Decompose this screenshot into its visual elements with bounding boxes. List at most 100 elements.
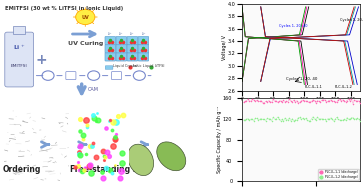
Text: Li$^+$: Li$^+$ — [118, 47, 124, 55]
Text: Free-standing film: Free-standing film — [70, 165, 149, 174]
Point — [313, 101, 319, 104]
Point — [286, 98, 292, 101]
Point — [304, 100, 310, 103]
Point — [341, 99, 347, 102]
FancyBboxPatch shape — [116, 36, 127, 45]
Point — [349, 116, 355, 119]
Point — [272, 117, 277, 120]
Point — [244, 118, 249, 121]
Point — [261, 101, 267, 104]
Point — [314, 99, 320, 102]
Point — [264, 117, 270, 120]
FancyBboxPatch shape — [105, 66, 113, 69]
Point — [294, 99, 300, 102]
Point — [331, 100, 337, 103]
Point — [327, 99, 332, 102]
Point — [267, 117, 273, 120]
Point — [317, 100, 323, 103]
Point — [248, 100, 254, 103]
Text: Li$^+$: Li$^+$ — [13, 43, 25, 52]
Point — [350, 102, 356, 105]
FancyBboxPatch shape — [138, 36, 149, 45]
Point — [306, 119, 312, 122]
Point — [270, 116, 276, 119]
Point — [357, 119, 363, 122]
Point — [253, 116, 258, 119]
Text: Cycles 1, 20, 40: Cycles 1, 20, 40 — [285, 77, 317, 81]
FancyBboxPatch shape — [105, 53, 115, 61]
Point — [256, 100, 261, 103]
Point — [288, 99, 294, 102]
Point — [242, 118, 248, 121]
Point — [291, 98, 297, 101]
Point — [325, 117, 331, 120]
Point — [340, 119, 345, 122]
Text: Li$^+$: Li$^+$ — [141, 39, 146, 47]
Point — [309, 100, 314, 103]
Point — [266, 117, 272, 120]
Point — [273, 99, 279, 102]
Point — [257, 100, 263, 103]
Point — [316, 117, 322, 120]
Point — [288, 119, 294, 122]
Point — [335, 118, 341, 121]
Point — [266, 99, 272, 102]
Legend: PLC-IL-1-1 (discharge), PLC-IL-1-2 (discharge): PLC-IL-1-1 (discharge), PLC-IL-1-2 (disc… — [318, 170, 359, 180]
Point — [267, 100, 273, 103]
Point — [253, 100, 258, 103]
Point — [310, 98, 316, 101]
Point — [312, 99, 317, 102]
Point — [284, 100, 289, 103]
Point — [343, 100, 348, 103]
Text: Ionic Liquid: Ionic Liquid — [133, 64, 154, 68]
Text: Li$^+$: Li$^+$ — [130, 31, 135, 39]
Text: +: + — [35, 53, 47, 67]
Point — [334, 116, 340, 119]
Point — [258, 117, 264, 120]
Point — [329, 100, 335, 103]
Point — [276, 100, 282, 103]
Point — [350, 116, 356, 119]
Point — [355, 100, 360, 103]
Point — [278, 99, 284, 102]
Point — [297, 116, 302, 119]
Point — [291, 120, 297, 123]
FancyBboxPatch shape — [116, 45, 127, 53]
Point — [344, 99, 350, 102]
Point — [338, 119, 344, 122]
FancyBboxPatch shape — [5, 32, 33, 87]
Point — [353, 99, 359, 102]
Point — [300, 99, 306, 102]
Point — [297, 101, 302, 104]
Y-axis label: Voltage/ V: Voltage/ V — [222, 35, 227, 60]
Point — [322, 118, 328, 121]
Point — [306, 101, 312, 104]
Point — [263, 100, 269, 103]
Point — [325, 100, 331, 103]
Point — [320, 98, 326, 101]
Point — [285, 100, 291, 103]
Point — [346, 118, 352, 121]
Point — [294, 119, 300, 122]
Point — [328, 98, 334, 101]
Point — [275, 115, 281, 119]
Point — [347, 99, 353, 102]
Point — [303, 117, 309, 120]
FancyBboxPatch shape — [105, 45, 115, 53]
Point — [300, 117, 306, 120]
Point — [329, 118, 335, 121]
Point — [257, 118, 263, 121]
Text: CAM: CAM — [88, 87, 99, 92]
Point — [269, 101, 274, 104]
Ellipse shape — [128, 144, 154, 176]
Point — [320, 118, 326, 121]
Point — [344, 116, 350, 119]
Point — [251, 99, 257, 102]
FancyBboxPatch shape — [127, 53, 138, 61]
Point — [249, 98, 255, 101]
Point — [357, 101, 363, 105]
Point — [281, 99, 286, 102]
Point — [338, 99, 344, 102]
Point — [317, 117, 323, 120]
Text: LiTFSI: LiTFSI — [154, 64, 165, 68]
